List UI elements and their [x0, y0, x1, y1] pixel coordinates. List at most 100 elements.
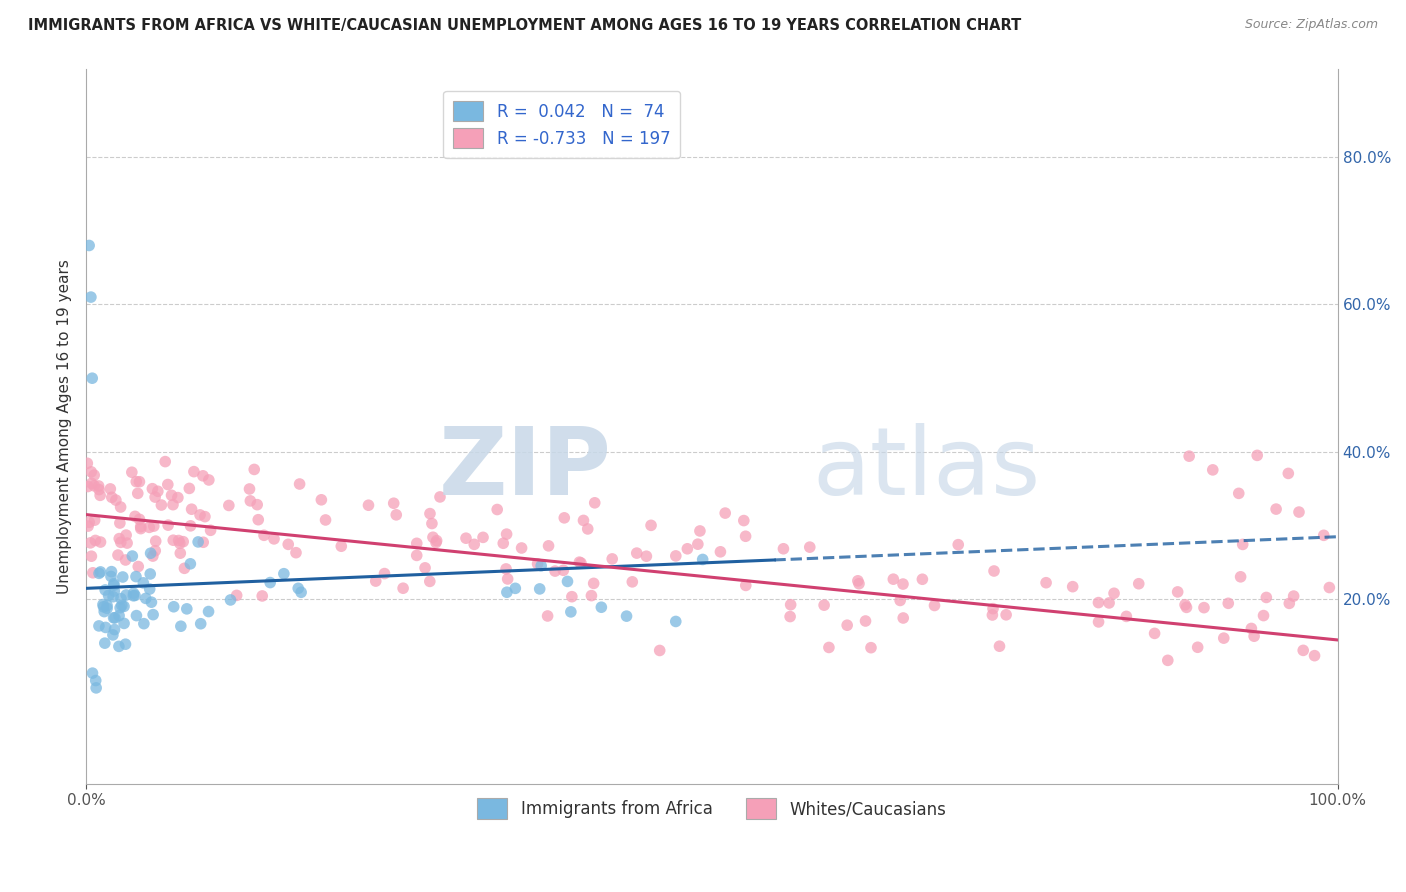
Point	[110, 535, 132, 549]
Point	[103, 578, 125, 592]
Point	[425, 535, 447, 549]
Point	[157, 518, 180, 533]
Point	[100, 569, 122, 583]
Point	[87, 566, 110, 581]
Point	[382, 496, 405, 510]
Point	[420, 516, 443, 531]
Point	[553, 511, 575, 525]
Point	[1232, 537, 1254, 551]
Point	[129, 522, 152, 536]
Point	[315, 513, 337, 527]
Point	[636, 549, 658, 564]
Point	[143, 490, 166, 504]
Text: atlas: atlas	[813, 423, 1040, 515]
Point	[82, 666, 104, 681]
Point	[167, 533, 190, 548]
Point	[911, 572, 934, 586]
Point	[486, 502, 509, 516]
Point	[988, 639, 1011, 653]
Point	[87, 619, 110, 633]
Point	[621, 574, 644, 589]
Point	[83, 479, 105, 493]
Point	[591, 600, 613, 615]
Point	[530, 558, 553, 573]
Point	[1313, 528, 1336, 542]
Point	[132, 575, 155, 590]
Point	[1087, 596, 1109, 610]
Point	[813, 598, 835, 612]
Point	[188, 508, 211, 522]
Point	[127, 559, 149, 574]
Point	[253, 528, 276, 542]
Point	[135, 591, 157, 606]
Point	[170, 619, 193, 633]
Point	[94, 636, 117, 650]
Point	[139, 566, 162, 581]
Point	[82, 566, 104, 580]
Point	[419, 507, 441, 521]
Point	[179, 557, 201, 571]
Point	[848, 576, 870, 591]
Point	[96, 599, 118, 613]
Point	[108, 516, 131, 530]
Point	[981, 607, 1004, 622]
Point	[142, 519, 165, 533]
Point	[132, 616, 155, 631]
Point	[561, 590, 583, 604]
Point	[1115, 609, 1137, 624]
Point	[1128, 576, 1150, 591]
Point	[160, 488, 183, 502]
Point	[103, 623, 125, 637]
Point	[1157, 653, 1180, 667]
Point	[626, 546, 648, 560]
Point	[263, 532, 285, 546]
Point	[405, 536, 427, 550]
Point	[76, 456, 98, 470]
Point	[83, 468, 105, 483]
Text: Source: ZipAtlas.com: Source: ZipAtlas.com	[1244, 18, 1378, 31]
Point	[107, 548, 129, 562]
Point	[193, 535, 215, 549]
Point	[103, 584, 125, 599]
Point	[676, 541, 699, 556]
Point	[422, 530, 444, 544]
Point	[239, 494, 262, 508]
Point	[110, 591, 132, 606]
Point	[981, 601, 1004, 615]
Point	[544, 564, 567, 578]
Point	[104, 611, 127, 625]
Point	[373, 566, 395, 581]
Point	[287, 582, 309, 596]
Point	[734, 529, 756, 543]
Point	[510, 541, 533, 555]
Point	[837, 618, 859, 632]
Point	[89, 565, 111, 579]
Point	[100, 565, 122, 579]
Point	[121, 465, 143, 479]
Point	[568, 555, 591, 569]
Point	[1256, 591, 1278, 605]
Point	[259, 575, 281, 590]
Point	[103, 611, 125, 625]
Point	[311, 492, 333, 507]
Point	[277, 537, 299, 551]
Point	[290, 585, 312, 599]
Point	[1175, 600, 1198, 615]
Point	[172, 534, 194, 549]
Point	[94, 582, 117, 597]
Point	[1246, 449, 1268, 463]
Point	[583, 496, 606, 510]
Point	[529, 582, 551, 596]
Point	[1035, 575, 1057, 590]
Point	[536, 609, 558, 624]
Point	[1253, 608, 1275, 623]
Point	[197, 605, 219, 619]
Point	[183, 465, 205, 479]
Point	[569, 556, 592, 570]
Point	[163, 599, 186, 614]
Point	[364, 574, 387, 588]
Point	[84, 673, 107, 688]
Point	[101, 628, 124, 642]
Point	[385, 508, 408, 522]
Point	[110, 500, 132, 514]
